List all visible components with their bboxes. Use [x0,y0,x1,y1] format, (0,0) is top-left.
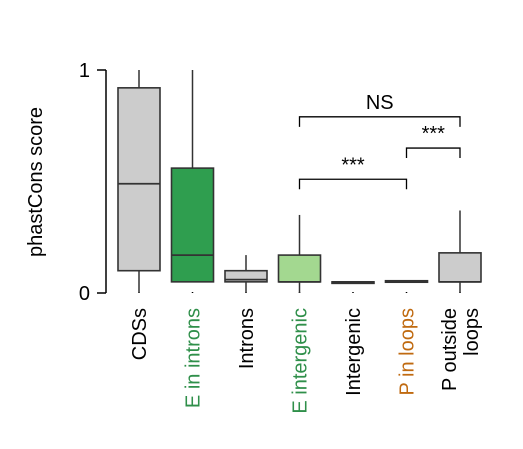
y-axis-label: phastCons score [25,107,47,257]
box-iqr [438,252,482,283]
category-label: P outside [439,308,461,391]
significance-bracket [298,116,461,127]
significance-bracket [298,178,408,190]
box-iqr [117,87,161,272]
category-label: P in loops [397,308,419,395]
category-label: E intergenic [290,308,312,414]
box-iqr [224,269,268,283]
category-label: CDSs [129,308,151,360]
significance-label: *** [422,123,446,145]
y-tick-label: 1 [79,60,90,82]
category-label: loops [461,308,483,356]
box-iqr [170,167,215,283]
category-label: Introns [236,308,258,369]
significance-label: *** [341,154,365,176]
category-label: Intergenic [343,308,365,396]
category-label: E in introns [183,308,205,408]
significance-label: NS [366,92,394,114]
box-iqr [277,254,322,283]
y-tick-label: 0 [79,283,90,305]
significance-bracket [405,147,461,159]
